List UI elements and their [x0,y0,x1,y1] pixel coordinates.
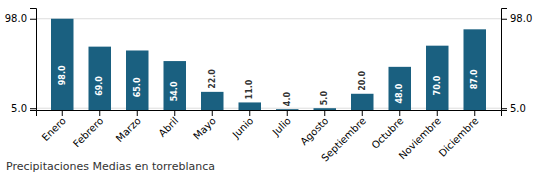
x-tick-label: Mayo [191,115,218,142]
bar [239,102,262,110]
x-tick-label: Febrero [71,115,105,149]
x-tick-mark [249,110,250,116]
bars [51,19,486,110]
chart: EneroFebrero Marzo Abril Mayo Junio JulioAgos… [0,0,537,174]
x-tick: Agosto [298,110,330,147]
y-axis: 5.0 98.0 [5,9,37,114]
data-label: 98.0 [58,65,67,85]
data-label: 65.0 [133,77,142,97]
bar [164,61,187,110]
y-tick-mark [30,19,36,20]
x-tick-mark [324,110,325,116]
data-label: 11.0 [245,79,254,99]
bar [351,94,374,110]
x-tick-mark [62,110,63,116]
y2-axis: 5.0 98.0 [501,9,532,114]
bar [426,46,449,110]
y-tick: 98.0 [5,13,36,24]
y2-axis-line [502,9,508,111]
x-tick-label: Junio [230,115,256,141]
title: Precipitaciones Medias en torreblanca [6,160,215,173]
bar [126,50,149,110]
data-label: 87.0 [470,69,479,89]
data-label: 69.0 [95,76,104,96]
x-tick: Marzo [114,110,143,144]
x-tick-label: Noviembre [397,115,443,161]
x-tick: Septiembre [319,110,368,164]
x-tick-label: Julio [270,115,293,138]
data-label: 54.0 [170,81,179,101]
x-tick-label: Octubre [369,115,405,151]
y2-tick-label: 5.0 [510,103,526,114]
y2-tick-mark [501,108,507,109]
bar [201,92,224,110]
y-tick-mark [30,108,36,109]
data-label: 70.0 [433,75,442,95]
x-tick: Mayo [191,110,218,142]
x-axis-line [37,111,502,117]
plot: EneroFebrero Marzo Abril Mayo Junio JulioAgos… [5,9,533,164]
grid-line [36,18,501,19]
x-tick-mark [437,110,438,116]
bar [51,19,74,110]
x-tick: Febrero [71,110,105,149]
bar [389,67,412,110]
x-tick: Diciembre [437,110,481,159]
x-tick: Julio [270,110,293,138]
x-tick-mark [399,110,400,116]
x-tick: Octubre [369,110,405,151]
y-tick: 5.0 [11,103,36,114]
data-label: 48.0 [395,83,404,103]
x-tick-mark [362,110,363,116]
bar [276,109,299,110]
x-tick-label: Enero [40,115,68,143]
x-tick-mark [474,110,475,116]
bar [464,29,487,110]
x-tick-label: Diciembre [437,115,481,159]
bar [314,108,337,110]
x-tick-label: Abril [156,115,180,139]
data-labels: 98.0 69.0 65.0 54.0 22.0 11.0 4.0 5.0 20.0 48.0 70… [58,65,480,106]
x-axis: EneroFebrero Marzo Abril Mayo Junio JulioAgos… [37,110,502,164]
x-tick-mark [99,110,100,116]
bar [89,47,112,110]
x-tick: Noviembre [397,110,443,161]
x-tick-label: Agosto [298,115,330,147]
y-axis-line [30,9,37,111]
x-tick: Enero [40,110,68,143]
x-tick-mark [212,110,213,116]
y2-tick-mark [501,19,507,20]
data-label: 22.0 [208,69,217,89]
x-tick: Abril [156,110,180,139]
x-tick-mark [174,110,175,116]
x-tick-mark [287,110,288,116]
data-label: 4.0 [283,92,292,107]
y2-tick: 5.0 [501,103,526,114]
y-tick-label: 98.0 [5,13,27,24]
y2-tick: 98.0 [501,13,532,24]
y2-tick-label: 98.0 [510,13,532,24]
data-label: 20.0 [358,71,367,91]
x-tick-label: Marzo [114,115,143,144]
x-tick: Junio [230,110,256,141]
x-tick-mark [137,110,138,116]
x-tick-label: Septiembre [319,115,368,164]
y-tick-label: 5.0 [11,103,27,114]
data-label: 5.0 [320,91,329,106]
